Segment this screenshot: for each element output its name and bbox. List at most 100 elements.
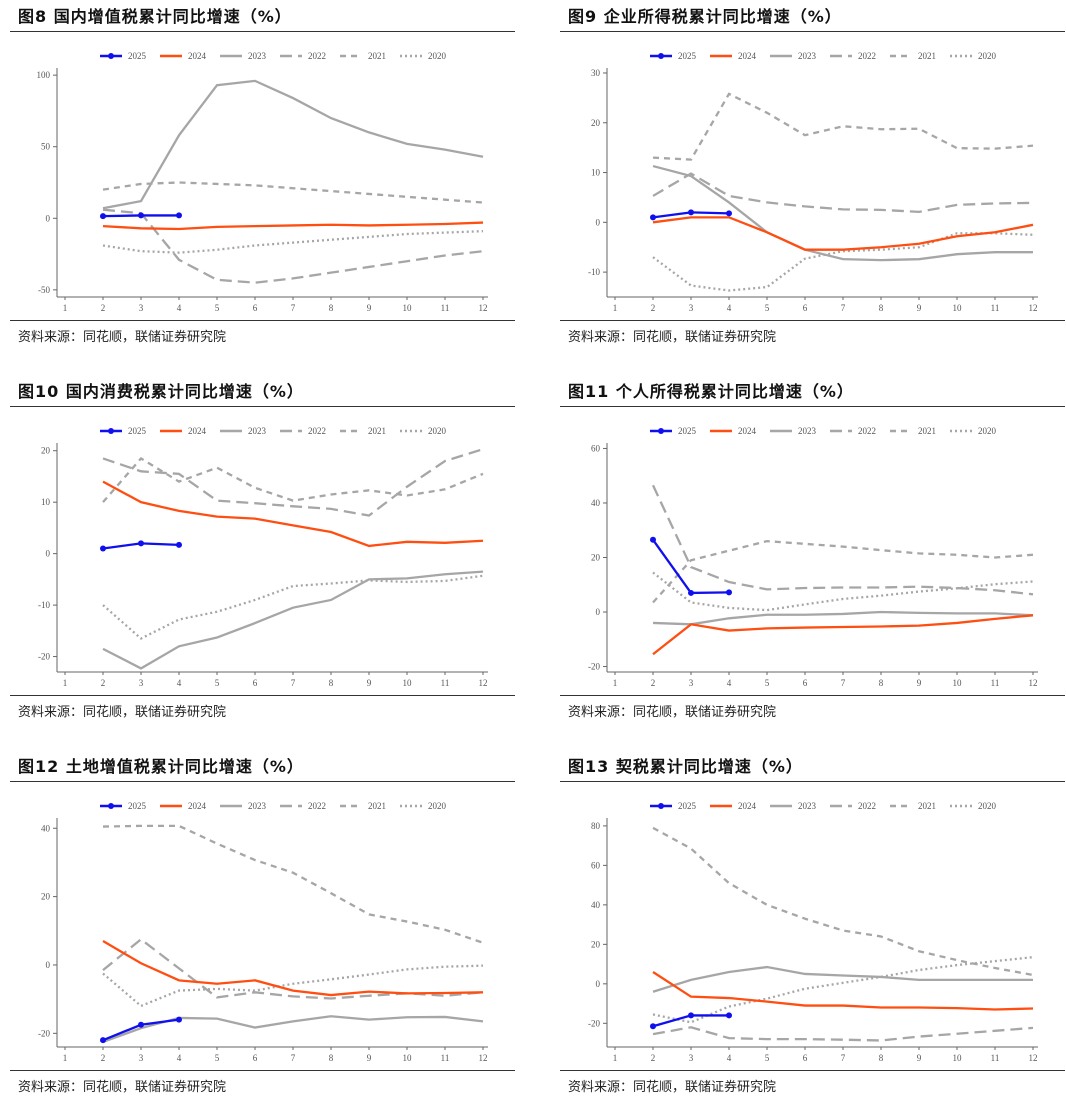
- source-note: 资料来源：同花顺，联储证券研究院: [568, 705, 777, 720]
- x-tick-label: 6: [253, 1053, 258, 1063]
- x-tick-label: 2: [101, 303, 106, 313]
- legend-item-2021: 2021: [890, 426, 936, 436]
- y-tick-label: 20: [591, 553, 601, 563]
- legend-label: 2023: [248, 801, 267, 811]
- series-line-2021: [102, 824, 484, 944]
- x-tick-label: 4: [727, 678, 732, 688]
- data-point-2025: [176, 1016, 182, 1023]
- series-line-2022: [102, 448, 484, 517]
- legend-label: 2024: [188, 801, 207, 811]
- x-tick-label: 11: [441, 678, 450, 688]
- legend-label: 2023: [798, 801, 817, 811]
- x-tick-label: 11: [441, 1053, 450, 1063]
- x-tick-label: 7: [291, 678, 296, 688]
- y-tick-label: 10: [591, 168, 601, 178]
- data-point-2025: [726, 210, 732, 217]
- x-tick-label: 2: [101, 678, 106, 688]
- x-tick-label: 7: [291, 1053, 296, 1063]
- x-tick-label: 5: [765, 303, 770, 313]
- x-tick-label: 3: [689, 303, 694, 313]
- legend-marker: [108, 803, 114, 809]
- legend-item-2020: 2020: [950, 51, 997, 61]
- legend-item-2023: 2023: [220, 801, 267, 811]
- legend-label: 2025: [678, 426, 697, 436]
- x-tick-label: 1: [63, 1053, 68, 1063]
- x-tick-label: 9: [917, 303, 922, 313]
- chart-panel: 图8 国内增值税累计同比增速（%） 资料来源：同花顺，联储证券研究院 -50 0 50…: [10, 0, 515, 370]
- chart-title: 图11 个人所得税累计同比增速（%）: [568, 382, 854, 401]
- data-point-2025: [138, 212, 144, 219]
- y-tick-label: 50: [41, 142, 51, 152]
- y-tick-label: 0: [46, 549, 51, 559]
- legend-marker: [658, 428, 664, 434]
- y-tick-label: -50: [38, 285, 50, 295]
- x-tick-label: 10: [953, 678, 963, 688]
- data-point-2025: [138, 540, 144, 547]
- x-tick-label: 10: [953, 1053, 963, 1063]
- x-tick-label: 9: [917, 1053, 922, 1063]
- series-line-2020: [102, 230, 484, 254]
- legend-label: 2024: [188, 426, 207, 436]
- legend-item-2025: 2025: [650, 801, 697, 811]
- legend-label: 2020: [978, 51, 997, 61]
- legend-label: 2021: [368, 801, 386, 811]
- legend-label: 2025: [128, 801, 147, 811]
- legend-label: 2025: [678, 51, 697, 61]
- series-line-2025: [652, 539, 730, 595]
- chart-title: 图10 国内消费税累计同比增速（%）: [18, 382, 304, 401]
- divider: [560, 31, 1065, 32]
- legend-item-2021: 2021: [340, 51, 386, 61]
- x-tick-label: 5: [765, 678, 770, 688]
- legend-item-2025: 2025: [650, 426, 697, 436]
- legend-label: 2020: [978, 801, 997, 811]
- x-tick-label: 2: [651, 303, 656, 313]
- series-line-2024: [652, 216, 1034, 251]
- legend-label: 2021: [918, 426, 936, 436]
- series-line-2021: [652, 539, 1034, 604]
- y-tick-label: 60: [591, 860, 601, 870]
- legend-item-2020: 2020: [950, 801, 997, 811]
- divider: [10, 1070, 515, 1071]
- legend-item-2021: 2021: [890, 51, 936, 61]
- legend-label: 2022: [308, 801, 326, 811]
- legend-item-2021: 2021: [340, 801, 386, 811]
- x-tick-label: 4: [177, 678, 182, 688]
- divider: [560, 1070, 1065, 1071]
- legend-label: 2020: [428, 426, 447, 436]
- series-line-2020: [652, 956, 1034, 1024]
- legend-item-2025: 2025: [100, 51, 147, 61]
- y-tick-label: 60: [591, 443, 601, 453]
- data-point-2025: [100, 545, 106, 552]
- legend-label: 2021: [918, 51, 936, 61]
- legend-item-2022: 2022: [830, 801, 876, 811]
- y-tick-label: 40: [591, 498, 601, 508]
- x-tick-label: 4: [177, 1053, 182, 1063]
- y-tick-label: 20: [41, 446, 51, 456]
- legend-label: 2024: [738, 51, 757, 61]
- chart-title: 图8 国内增值税累计同比增速（%）: [18, 7, 292, 26]
- chart-panel: 图9 企业所得税累计同比增速（%） 资料来源：同花顺，联储证券研究院 -10 0 10…: [560, 0, 1065, 370]
- x-tick-label: 9: [367, 678, 372, 688]
- chart-title: 图12 土地增值税累计同比增速（%）: [18, 757, 304, 776]
- y-tick-label: -20: [588, 662, 600, 672]
- legend-marker: [658, 53, 664, 59]
- y-tick-label: 40: [591, 900, 601, 910]
- y-tick-label: 0: [596, 607, 601, 617]
- legend-label: 2021: [918, 801, 936, 811]
- series-line-2024: [102, 221, 484, 231]
- divider: [560, 781, 1065, 782]
- legend-item-2024: 2024: [160, 51, 207, 61]
- data-point-2025: [176, 212, 182, 219]
- legend-label: 2022: [858, 51, 876, 61]
- legend-label: 2024: [738, 801, 757, 811]
- data-point-2025: [138, 1021, 144, 1028]
- x-tick-label: 1: [63, 678, 68, 688]
- divider: [10, 695, 515, 696]
- legend-label: 2020: [428, 801, 447, 811]
- data-point-2025: [688, 589, 694, 596]
- x-tick-label: 9: [367, 303, 372, 313]
- x-tick-label: 1: [613, 303, 618, 313]
- x-tick-label: 12: [479, 1053, 488, 1063]
